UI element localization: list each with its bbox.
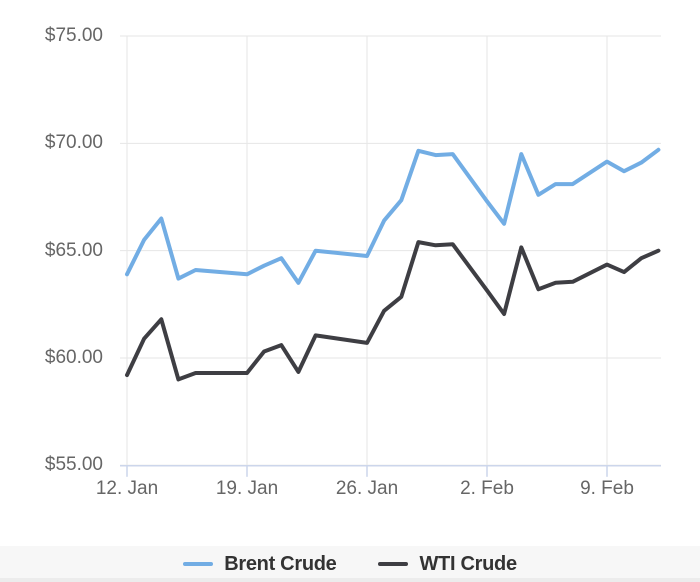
y-axis-label: $60.00 bbox=[44, 346, 103, 368]
legend-item-wti-crude[interactable]: WTI Crude bbox=[378, 552, 517, 576]
y-axis-label: $55.00 bbox=[44, 454, 103, 476]
legend-item-brent-crude[interactable]: Brent Crude bbox=[183, 552, 337, 576]
legend-swatch-icon bbox=[378, 562, 409, 566]
legend-label: Brent Crude bbox=[224, 552, 337, 575]
legend: Brent Crude WTI Crude bbox=[0, 546, 700, 582]
y-axis-label: $70.00 bbox=[44, 132, 103, 154]
legend-label: WTI Crude bbox=[419, 552, 517, 575]
y-axis-label: $65.00 bbox=[44, 239, 103, 261]
x-axis-label: 2. Feb bbox=[460, 478, 514, 499]
plot-area bbox=[120, 35, 661, 477]
x-axis-label: 12. Jan bbox=[95, 478, 159, 499]
x-axis-label: 26. Jan bbox=[335, 478, 399, 499]
y-axis-label: $75.00 bbox=[44, 25, 103, 46]
series-line-wti-crude[interactable] bbox=[125, 240, 661, 382]
legend-swatch-icon bbox=[183, 562, 214, 566]
x-axis-label: 19. Jan bbox=[215, 478, 279, 499]
x-axis-label: 9. Feb bbox=[580, 478, 634, 499]
series-line-brent-crude[interactable] bbox=[125, 147, 661, 285]
